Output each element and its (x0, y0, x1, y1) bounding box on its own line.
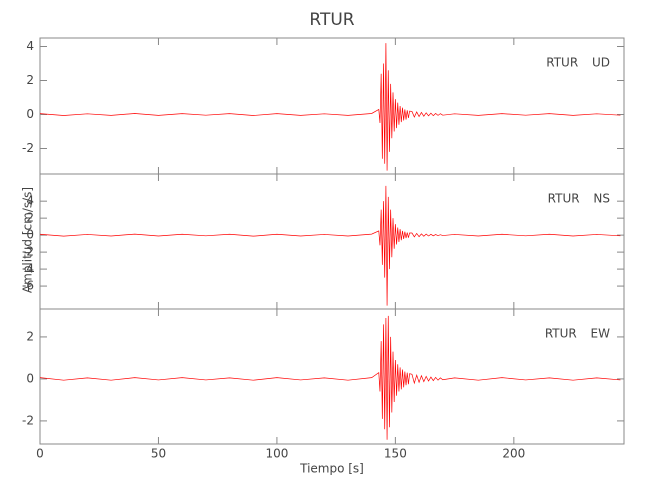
y-tick-label: -4 (22, 262, 34, 276)
y-tick-label: 2 (26, 73, 34, 87)
y-axis-label: Amplitud [cm/s/s] (21, 187, 35, 293)
y-tick-label: 4 (26, 194, 34, 208)
panel-frame (39, 37, 625, 175)
y-tick-label: 0 (26, 228, 34, 242)
y-tick-label: 2 (26, 329, 34, 343)
panel-frame (39, 173, 625, 310)
x-tick-label: 200 (502, 447, 525, 461)
y-tick-label: 4 (26, 39, 34, 53)
x-tick-label: 100 (265, 447, 288, 461)
y-tick-label: -6 (22, 279, 34, 293)
y-tick-label: -2 (22, 141, 34, 155)
panel-label: RTUR UD (546, 56, 610, 70)
waveform (39, 43, 621, 171)
waveform (39, 315, 621, 440)
y-tick-label: 0 (26, 371, 34, 385)
x-tick-label: 150 (384, 447, 407, 461)
x-axis-label: Tiempo [s] (299, 462, 364, 476)
y-tick-label: 2 (26, 211, 34, 225)
x-tick-label: 0 (36, 447, 44, 461)
x-tick-label: 50 (151, 447, 166, 461)
panel-label: RTUR NS (548, 192, 610, 206)
y-tick-label: -2 (22, 245, 34, 259)
chart-title: RTUR (309, 10, 354, 30)
panel-frame (39, 308, 625, 445)
panel-label: RTUR EW (545, 327, 610, 341)
y-tick-label: -2 (22, 413, 34, 427)
waveform (39, 185, 621, 306)
y-tick-label: 0 (26, 107, 34, 121)
